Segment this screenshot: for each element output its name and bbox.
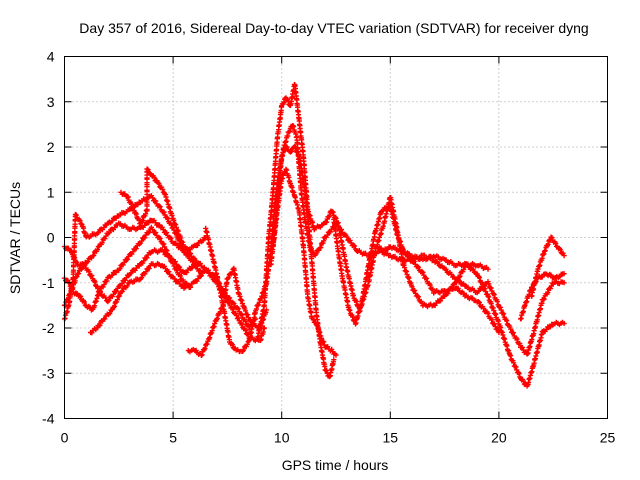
- series-markers: [185, 265, 270, 358]
- ticks: [64, 56, 608, 419]
- y-tick-label: 0: [47, 230, 55, 246]
- x-tick-label: 0: [61, 430, 69, 446]
- y-tick-label: -2: [42, 320, 55, 336]
- grid: [64, 56, 608, 419]
- series-track-15: [518, 271, 567, 322]
- series-markers: [518, 271, 567, 322]
- x-axis-label: GPS time / hours: [282, 457, 389, 473]
- series-track-10: [270, 143, 337, 380]
- series-markers: [270, 143, 337, 380]
- y-tick-label: -3: [42, 365, 55, 381]
- y-tick-label: 2: [47, 139, 55, 155]
- series-track-6: [118, 166, 267, 344]
- tick-labels: 0 5 10 15 20 25 -4 -3 -2 -1 0 1 2 3 4: [42, 49, 615, 446]
- chart-title: Day 357 of 2016, Sidereal Day-to-day VTE…: [79, 20, 588, 36]
- x-tick-label: 5: [169, 430, 177, 446]
- x-tick-label: 20: [491, 430, 507, 446]
- series-track-13: [374, 244, 491, 272]
- y-tick-label: 4: [47, 49, 55, 65]
- y-tick-label: 1: [47, 184, 55, 200]
- x-tick-label: 10: [274, 430, 290, 446]
- y-tick-label: 3: [47, 94, 55, 110]
- y-axis-label: SDTVAR / TECUs: [7, 182, 23, 294]
- series-track-12: [331, 202, 502, 336]
- series-track-8: [203, 123, 567, 357]
- series-markers: [374, 244, 491, 272]
- series-markers: [118, 166, 267, 344]
- series-layer: [61, 81, 567, 389]
- series-markers: [203, 123, 567, 357]
- x-tick-label: 15: [383, 430, 399, 446]
- x-tick-label: 25: [600, 430, 616, 446]
- y-tick-label: -1: [42, 275, 55, 291]
- y-tick-label: -4: [42, 411, 55, 427]
- series-track-7: [185, 265, 270, 358]
- series-markers: [331, 202, 502, 336]
